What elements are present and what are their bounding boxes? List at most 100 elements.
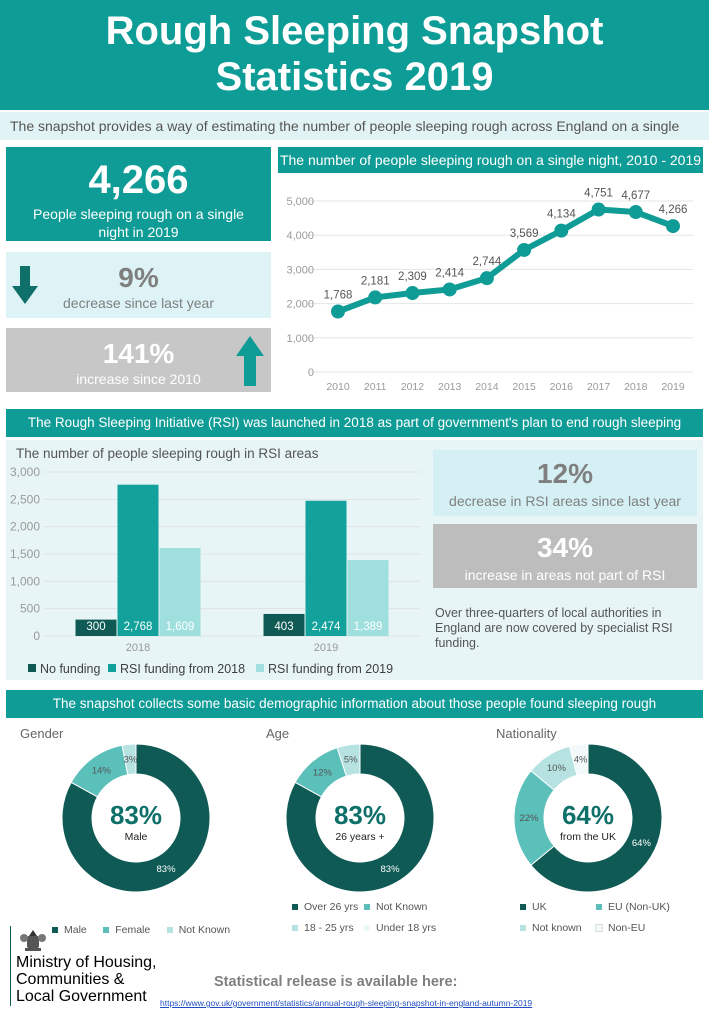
legend-swatch: [595, 924, 603, 933]
slice-label: 12%: [313, 768, 333, 779]
demographics-heading: The snapshot collects some basic demogra…: [6, 690, 703, 718]
data-label: 2,414: [435, 267, 464, 279]
y-tick-label: 1,000: [10, 574, 40, 588]
x-tick-label: 2014: [475, 381, 499, 393]
rsi-increase-stat: 34% increase in areas not part of RSI: [433, 524, 697, 588]
nationality-title: Nationality: [496, 726, 557, 741]
legend-swatch: [520, 925, 526, 932]
y-tick-label: 500: [20, 602, 40, 616]
data-point: [442, 282, 457, 297]
gender-legend: Male Female Not Known: [52, 920, 230, 938]
royal-crest-icon: [20, 930, 46, 951]
line-chart-title: The number of people sleeping rough on a…: [278, 147, 703, 173]
x-tick-label: 2019: [661, 381, 685, 393]
data-point: [554, 223, 569, 238]
legend-uk: UK: [520, 901, 670, 913]
bar-value-label: 1,609: [166, 621, 195, 633]
release-text: Statistical release is available here:: [214, 974, 458, 990]
donut-center-label: Male: [125, 831, 148, 843]
legend-label: No funding: [40, 662, 101, 676]
legend-swatch: [28, 664, 36, 672]
bar: [263, 613, 305, 636]
bar-value-label: 2,474: [312, 621, 341, 633]
y-tick-label: 1,000: [286, 333, 314, 345]
data-point: [479, 271, 494, 286]
data-label: 2,309: [398, 271, 427, 283]
donut-slice: [336, 743, 361, 777]
y-tick-label: 3,000: [286, 264, 314, 276]
bar-value-label: 403: [274, 621, 293, 633]
slice-label: 10%: [547, 763, 567, 774]
increase-label: increase since 2010: [76, 371, 201, 387]
legend-under-18: Under 18 yrs: [364, 922, 514, 934]
data-label: 4,677: [621, 190, 650, 202]
slice-label: 5%: [344, 755, 358, 766]
legend-eu: EU (Non-UK): [596, 901, 709, 913]
ministry-divider: [10, 926, 11, 1006]
rsi-decrease-stat: 12% decrease in RSI areas since last yea…: [433, 450, 697, 516]
donut-center: [550, 780, 626, 856]
legend-label: RSI funding from 2019: [268, 662, 393, 676]
donut-slice: [530, 743, 663, 893]
bar-value-label: 1,389: [354, 621, 383, 633]
bar-value-label: 2,768: [124, 621, 153, 633]
data-label: 3,569: [510, 228, 539, 240]
data-point: [591, 202, 606, 217]
slice-label: 4%: [574, 754, 588, 765]
bar: [75, 619, 117, 636]
page-title-line2: Statistics 2019: [215, 55, 494, 99]
donut-slice: [285, 743, 435, 893]
increase-value: 141%: [102, 338, 175, 369]
age-donut: 83%12%5%83%26 years +: [285, 743, 435, 893]
ministry-line: Communities &: [16, 971, 125, 988]
y-tick-label: 1,500: [10, 547, 40, 561]
legend-swatch: [292, 925, 298, 932]
legend-swatch: [52, 927, 58, 934]
y-tick-label: 5,000: [286, 196, 314, 208]
data-point: [405, 286, 420, 301]
legend-swatch: [520, 904, 526, 911]
data-point: [331, 304, 345, 319]
data-label: 1,768: [324, 290, 353, 302]
slice-label: 22%: [519, 813, 539, 824]
slice-label: 83%: [381, 864, 401, 875]
y-tick-label: 4,000: [286, 230, 314, 242]
donut-center: [322, 780, 398, 856]
series-line: [336, 206, 675, 315]
line-chart: 0 1,000 2,000 3,000 4,000 5,000 1,768 2010 2,181…: [286, 188, 693, 393]
headline-stat: 4,266 People sleeping rough on a single …: [6, 147, 271, 241]
data-point: [666, 219, 680, 234]
donut-center-label: 26 years +: [335, 831, 384, 843]
x-tick-label: 2019: [314, 642, 338, 654]
legend-swatch: [364, 904, 370, 911]
bar: [305, 500, 347, 636]
bar: [347, 560, 389, 636]
x-tick-label: 2018: [126, 642, 150, 654]
legend-swatch: [166, 927, 173, 934]
header-banner: [0, 0, 709, 110]
bar-chart-title: The number of people sleeping rough in R…: [16, 446, 319, 461]
headline-value: 4,266: [88, 158, 189, 202]
x-tick-label: 2016: [550, 381, 574, 393]
rsi-decrease-label: decrease in RSI areas since last year: [449, 493, 681, 509]
y-tick-label: 3,000: [10, 465, 40, 479]
arrow-down-icon: [12, 266, 38, 304]
x-tick-label: 2012: [401, 381, 425, 393]
slice-label: 83%: [157, 864, 177, 875]
page-title: Rough Sleeping Snapshot Statistics 2019: [0, 8, 709, 100]
ministry-line: Local Government: [16, 988, 147, 1005]
y-tick-label: 0: [33, 629, 40, 643]
rsi-note: Over three-quarters of local authorities…: [435, 606, 673, 650]
donut-slice: [61, 743, 211, 893]
slice-label: 3%: [124, 754, 138, 765]
x-tick-label: 2013: [438, 381, 462, 393]
x-tick-label: 2017: [587, 381, 611, 393]
ministry-line: Ministry of Housing,: [16, 954, 157, 971]
gender-title: Gender: [20, 726, 64, 741]
x-tick-label: 2015: [512, 381, 536, 393]
bar-chart: 0 500 1,000 1,500 2,000 2,500 3,000 300 2,768 1,6…: [10, 465, 420, 676]
legend-age-not-known: Not Known: [364, 901, 514, 913]
headline-label: People sleeping rough on a single night …: [33, 206, 244, 240]
rsi-increase-label: increase in areas not part of RSI: [464, 567, 666, 583]
release-link[interactable]: https://www.gov.uk/government/statistics…: [160, 998, 533, 1008]
